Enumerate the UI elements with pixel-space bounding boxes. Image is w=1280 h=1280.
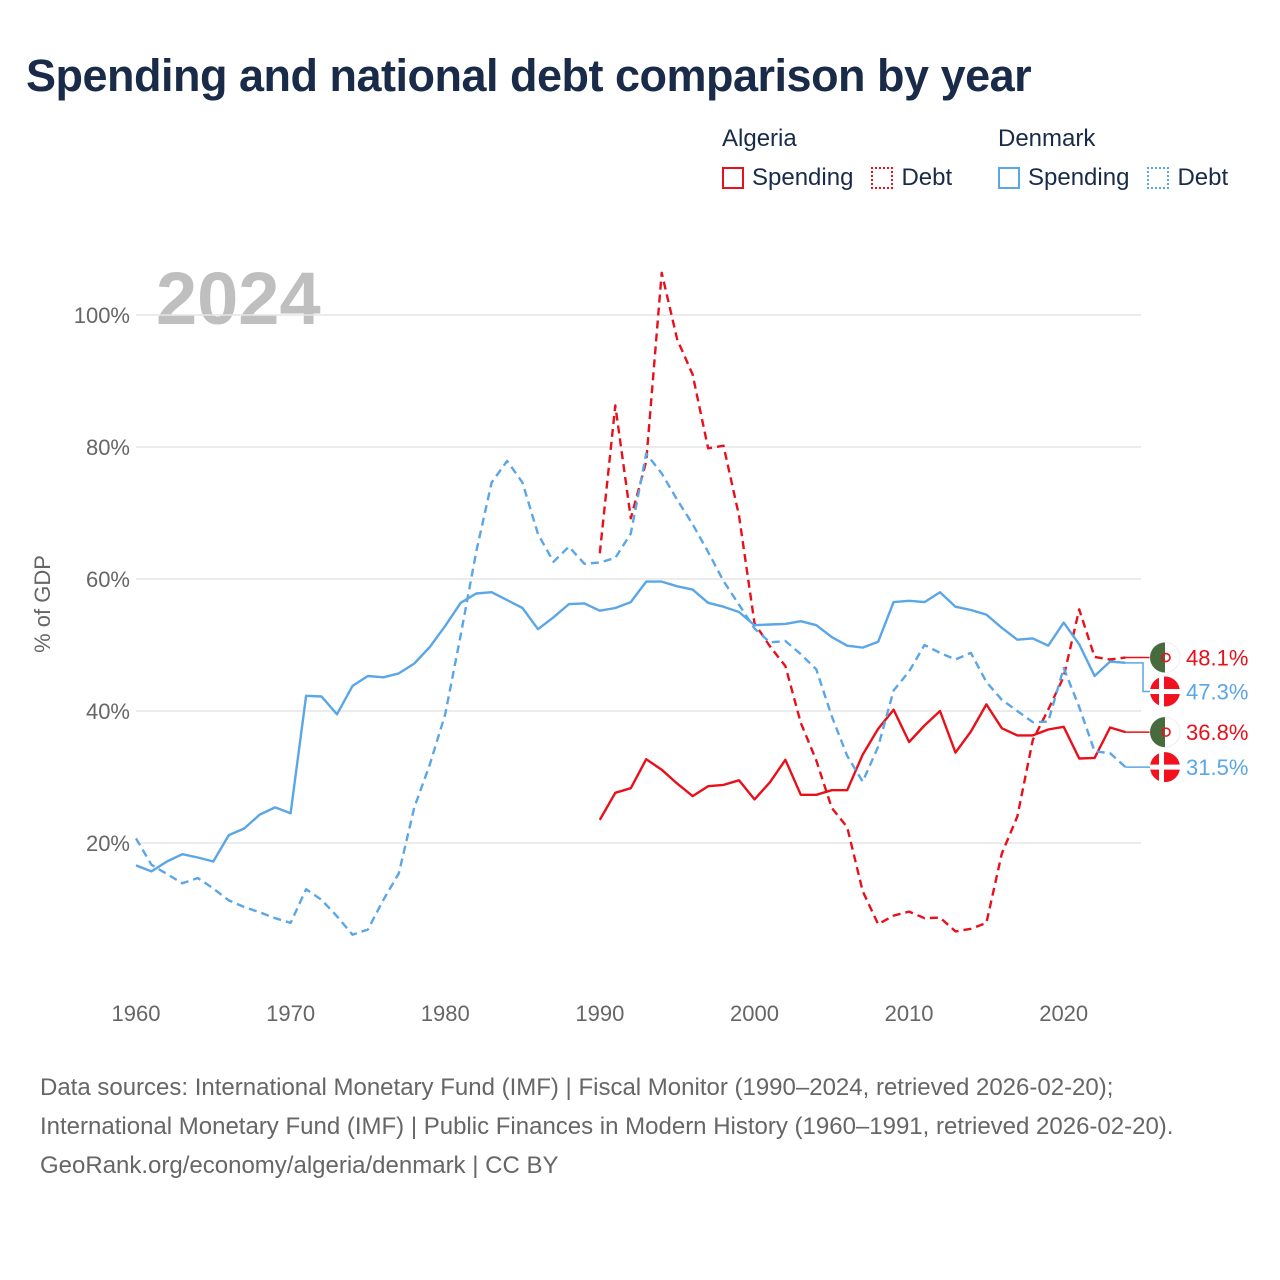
x-tick-label: 1960: [112, 1001, 161, 1026]
legend-group-denmark: Denmark Spending Debt: [998, 122, 1246, 192]
flag-green-half: [1150, 717, 1165, 748]
x-tick-label: 1980: [421, 1001, 470, 1026]
legend-item-denmark-spending[interactable]: Spending: [998, 164, 1129, 192]
denmark-flag-icon: [1150, 752, 1180, 783]
algeria-flag-icon: [1149, 716, 1181, 748]
flag-crescent: [1161, 652, 1171, 663]
flag-green-half: [1150, 642, 1165, 673]
legend-item-label: Debt: [1177, 164, 1229, 191]
y-axis-ticks: 20% 40% 60% 80% 100%: [74, 303, 130, 856]
series-line-denmark-spending[interactable]: [135, 580, 1126, 873]
year-watermark: 2024: [156, 257, 321, 340]
data-sources: Data sources: International Monetary Fun…: [40, 1074, 1174, 1140]
legend-item-algeria-debt[interactable]: Debt: [871, 164, 952, 192]
y-tick-label: 100%: [74, 303, 130, 328]
gridlines: [136, 314, 1141, 844]
credit-link[interactable]: GeoRank.org/economy/algeria/denmark | CC…: [40, 1152, 559, 1179]
legend-item-label: Spending: [1028, 164, 1130, 191]
x-tick-label: 2020: [1039, 1001, 1088, 1026]
flag-cross-vertical: [1159, 752, 1164, 783]
series-line-algeria-spending[interactable]: [598, 703, 1126, 821]
legend-swatch-solid: [998, 167, 1020, 189]
flag-cross-horizontal: [1150, 764, 1180, 770]
legend-item-denmark-debt[interactable]: Debt: [1147, 164, 1228, 192]
y-tick-label: 40%: [86, 699, 130, 724]
y-axis-title: % of GDP: [30, 555, 55, 653]
x-tick-label: 1990: [575, 1001, 624, 1026]
series-lines: [134, 271, 1127, 936]
legend-group-algeria: Algeria Spending Debt: [722, 122, 970, 192]
end-value-label: 47.3%: [1186, 680, 1248, 705]
series-line-algeria-debt[interactable]: [598, 271, 1126, 933]
legend-item-algeria-spending[interactable]: Spending: [722, 164, 853, 192]
flag-cross-horizontal: [1150, 689, 1180, 695]
end-value-label: 36.8%: [1186, 720, 1248, 745]
chart-title: Spending and national debt comparison by…: [26, 50, 1032, 101]
flag-cross-vertical: [1159, 676, 1164, 707]
x-tick-label: 1970: [266, 1001, 315, 1026]
end-labels: 48.1% 47.3% 36.8% 31.5%: [1125, 642, 1248, 783]
flag-crescent: [1161, 727, 1171, 737]
y-tick-label: 60%: [86, 567, 130, 592]
x-tick-label: 2000: [730, 1001, 779, 1026]
end-label-connector: [1125, 662, 1150, 693]
denmark-flag-icon: [1150, 676, 1180, 707]
y-tick-label: 20%: [86, 831, 130, 856]
legend-swatch-dotted: [871, 167, 894, 189]
x-tick-label: 2010: [885, 1001, 934, 1026]
footer: Data sources: International Monetary Fun…: [40, 1068, 1240, 1185]
end-value-label: 31.5%: [1186, 755, 1248, 780]
legend-swatch-solid: [722, 167, 744, 189]
x-axis-ticks: 1960 1970 1980 1990 2000 2010 2020: [112, 1001, 1089, 1026]
end-value-label: 48.1%: [1186, 646, 1248, 671]
legend-item-label: Debt: [901, 164, 953, 191]
legend-country-label: Denmark: [998, 125, 1096, 152]
line-chart: 2024 20% 40% 60% 80% 100% 1960 1970 1980 1990 20…: [30, 257, 1248, 1026]
legend-country-label: Algeria: [722, 125, 797, 152]
algeria-flag-icon: [1149, 642, 1181, 674]
legend-swatch-dotted: [1147, 167, 1170, 189]
y-tick-label: 80%: [86, 435, 130, 460]
series-line-denmark-debt[interactable]: [134, 452, 1127, 936]
legend-item-label: Spending: [752, 164, 854, 191]
